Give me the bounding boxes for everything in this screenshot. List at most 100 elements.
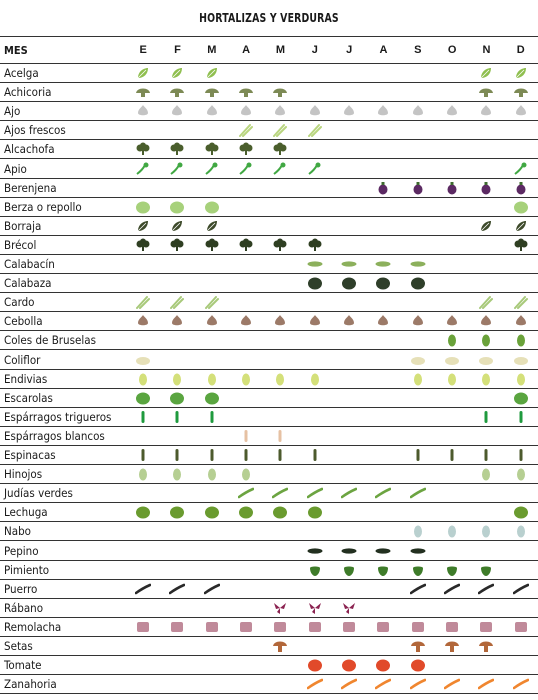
month-cell [435,618,469,636]
month-cell [126,312,160,330]
month-cell [469,561,503,579]
month-cell [126,389,160,407]
month-cell [504,465,538,483]
table-row: Judías verdes [0,484,538,504]
beetroot-icon [308,621,321,632]
garlic-bulb-icon [206,105,217,116]
month-cell [435,656,469,674]
lettuce-icon [204,506,219,519]
table-row: Berza o repollo [0,198,538,217]
turnip-icon [413,525,422,538]
month-cell [469,121,503,139]
escarole-icon [513,392,528,405]
turnip-icon [516,525,525,538]
garlic-bulb-icon [172,105,183,116]
month-cell [263,255,297,273]
month-cell [332,618,366,636]
month-cell [469,656,503,674]
month-header: M [207,44,217,56]
month-cell [195,217,229,235]
spinach-icon [175,449,179,462]
month-cell [435,370,469,388]
month-header: F [174,44,181,56]
radish-icon [308,602,321,614]
onion-icon [412,315,423,326]
month-cell [229,637,263,655]
endive-icon [139,373,148,386]
garlic-bulb-icon [412,105,423,116]
month-cell [401,522,435,540]
month-cell [504,160,538,178]
onion-icon [481,315,492,326]
month-cell [126,503,160,521]
eggplant-icon [447,181,457,195]
month-cell [401,274,435,292]
table-row: Cardo [0,293,538,313]
month-cell [401,198,435,216]
month-cell [160,255,194,273]
eggplant-icon [413,181,423,195]
month-cell [126,179,160,197]
radish-icon [274,602,287,614]
month-cell [401,637,435,655]
month-cell [160,331,194,349]
carrot-icon [444,678,461,690]
month-cell [160,580,194,598]
month-cell [195,121,229,139]
month-cell [160,675,194,693]
month-cell [298,561,332,579]
month-cell [126,522,160,540]
squash-icon [410,277,425,290]
vegetable-name: Berza o repollo [4,199,82,214]
beetroot-icon [171,621,184,632]
month-cell [504,561,538,579]
table-row: Calabacín [0,255,538,275]
month-cell [435,484,469,502]
month-cell [504,618,538,636]
endive-icon [516,373,525,386]
month-cell [160,484,194,502]
month-cell [263,675,297,693]
table-row: Cebolla [0,312,538,332]
garlic-bulb-icon [309,105,320,116]
celery-icon [273,162,286,175]
month-cell [366,140,400,158]
escarole-icon [204,392,219,405]
month-cell [263,618,297,636]
month-cell [160,64,194,82]
beetroot-icon [480,621,493,632]
month-cell [298,121,332,139]
table-row: Espinacas [0,446,538,466]
month-cell [469,389,503,407]
cauliflower-icon [136,356,151,365]
month-cell [263,331,297,349]
month-cell [160,618,194,636]
month-cell [469,370,503,388]
month-cell [366,102,400,120]
table-row: Puerro [0,580,538,599]
month-cell [401,408,435,426]
carrot-icon [306,678,323,690]
month-cell [435,64,469,82]
month-cell [298,542,332,560]
eggplant-icon [516,181,526,195]
table-row: Acelga [0,64,538,84]
month-cell [263,580,297,598]
tomato-icon [376,659,391,672]
month-header: N [482,44,491,56]
cabbage-icon [513,201,528,214]
month-header: D [516,44,525,56]
beetroot-icon [514,621,527,632]
vegetable-name: Tomate [4,658,42,673]
month-cell [332,331,366,349]
spinach-icon [313,449,317,462]
month-cell [298,503,332,521]
vegetable-name: Pimiento [4,562,50,577]
month-cell [160,83,194,101]
month-cell [298,236,332,254]
month-cell [229,503,263,521]
month-cell [126,331,160,349]
month-cell [504,236,538,254]
month-cell [401,102,435,120]
chicory-mushroom-icon [479,88,494,98]
